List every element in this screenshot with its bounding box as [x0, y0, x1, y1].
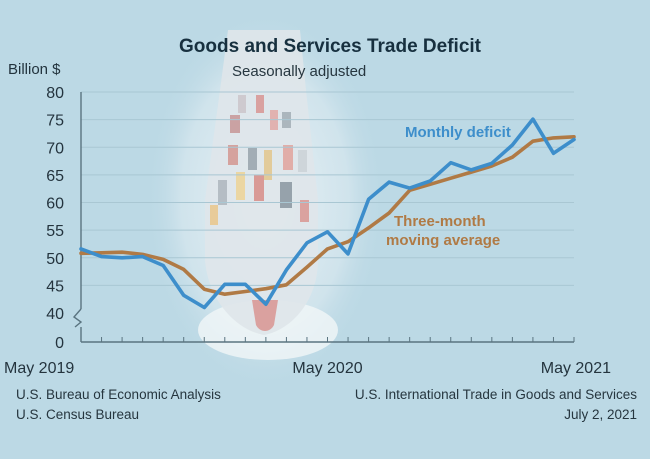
y-tick-label: 0	[55, 335, 64, 352]
y-axis-ticks: 0 40 45 50 55 60 65 70 75 80	[46, 85, 64, 352]
monthly-deficit-label: Monthly deficit	[405, 124, 511, 141]
y-tick-label: 80	[46, 85, 64, 102]
monthly-deficit-line	[79, 117, 576, 310]
y-tick-label: 75	[46, 113, 64, 130]
x-axis-ticks: May 2019 May 2020 May 2021	[4, 337, 611, 377]
moving-average-label-line1: Three-month	[394, 213, 486, 230]
ship-bow	[252, 300, 278, 331]
chart-subtitle: Seasonally adjusted	[232, 63, 367, 80]
y-tick-label: 45	[46, 278, 64, 295]
y-tick-label: 65	[46, 168, 64, 185]
x-tick-label: May 2020	[292, 360, 362, 377]
y-axis-label: Billion $	[8, 61, 61, 78]
y-tick-label: 50	[46, 251, 64, 268]
footer-source-bea: U.S. Bureau of Economic Analysis	[16, 387, 221, 402]
moving-average-line	[79, 135, 576, 297]
footer-release-title: U.S. International Trade in Goods and Se…	[354, 387, 637, 402]
gridlines	[81, 91, 574, 286]
y-tick-label: 70	[46, 140, 64, 157]
x-tick-label: May 2019	[4, 360, 74, 377]
footer-source-census: U.S. Census Bureau	[16, 407, 140, 422]
y-tick-label: 60	[46, 196, 64, 213]
footer-release-date: July 2, 2021	[564, 407, 637, 422]
series-lines	[79, 117, 576, 310]
y-tick-label: 40	[46, 306, 64, 323]
x-tick-label: May 2021	[541, 360, 611, 377]
moving-average-label-line2: moving average	[386, 232, 500, 249]
axis-break-icon	[72, 308, 83, 328]
series-labels: Monthly deficit Three-month moving average	[386, 124, 511, 249]
chart-title: Goods and Services Trade Deficit	[179, 36, 481, 57]
y-tick-label: 55	[46, 223, 64, 240]
